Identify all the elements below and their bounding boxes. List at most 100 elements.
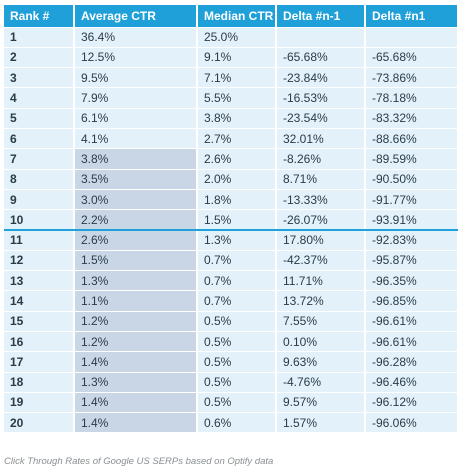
cell-rank: 16 <box>4 331 75 353</box>
cell-rank: 12 <box>4 250 75 272</box>
header-delta-prev: Delta #n-1 <box>276 5 366 28</box>
cell-delta-first: -96.61% <box>365 331 459 353</box>
cell-delta-prev: -26.07% <box>276 209 366 231</box>
cell-median-ctr: 0.6% <box>197 412 277 434</box>
table-row: 14 1.1% 0.7% 13.72% -96.85% <box>4 290 459 312</box>
cell-delta-prev: -8.26% <box>276 148 366 170</box>
table-row: 8 3.5% 2.0% 8.71% -90.50% <box>4 169 459 190</box>
cell-median-ctr: 0.5% <box>197 351 277 373</box>
table-row: 15 1.2% 0.5% 7.55% -96.61% <box>4 311 459 332</box>
cell-median-ctr: 0.5% <box>197 331 277 353</box>
cell-delta-first: -83.32% <box>365 108 459 129</box>
cell-average-ctr: 6.1% <box>74 108 198 129</box>
cell-median-ctr: 7.1% <box>197 67 277 89</box>
table-row: 16 1.2% 0.5% 0.10% -96.61% <box>4 331 459 353</box>
cell-rank: 13 <box>4 270 75 292</box>
table-row: 4 7.9% 5.5% -16.53% -78.18% <box>4 87 459 109</box>
header-median-ctr: Median CTR <box>197 5 277 28</box>
cell-rank: 15 <box>4 311 75 332</box>
table-row: 18 1.3% 0.5% -4.76% -96.46% <box>4 372 459 393</box>
table-row: 17 1.4% 0.5% 9.63% -96.28% <box>4 351 459 373</box>
cell-rank: 11 <box>4 229 75 251</box>
cell-rank: 17 <box>4 351 75 373</box>
table-row: 2 12.5% 9.1% -65.68% -65.68% <box>4 47 459 69</box>
cell-delta-prev: -4.76% <box>276 372 366 393</box>
cell-rank: 2 <box>4 47 75 69</box>
table-row: 5 6.1% 3.8% -23.54% -83.32% <box>4 108 459 129</box>
cell-delta-first: -96.06% <box>365 412 459 434</box>
cell-delta-first: -96.61% <box>365 311 459 332</box>
cell-rank: 18 <box>4 372 75 393</box>
cell-delta-first: -93.91% <box>365 209 459 231</box>
cell-delta-prev: 32.01% <box>276 128 366 150</box>
cell-rank: 8 <box>4 169 75 190</box>
cell-delta-first: -91.77% <box>365 189 459 211</box>
cell-delta-prev: -42.37% <box>276 250 366 272</box>
cell-delta-first: -65.68% <box>365 47 459 69</box>
table-row: 9 3.0% 1.8% -13.33% -91.77% <box>4 189 459 211</box>
cell-average-ctr: 2.2% <box>74 209 198 231</box>
header-row: Rank # Average CTR Median CTR Delta #n-1… <box>4 5 459 28</box>
cell-median-ctr: 9.1% <box>197 47 277 69</box>
cell-median-ctr: 0.7% <box>197 250 277 272</box>
cell-delta-first <box>365 27 459 48</box>
table-caption: Click Through Rates of Google US SERPs b… <box>4 456 274 467</box>
ctr-table: Rank # Average CTR Median CTR Delta #n-1… <box>4 5 459 434</box>
cell-average-ctr: 3.8% <box>74 148 198 170</box>
cell-delta-first: -96.28% <box>365 351 459 373</box>
cell-delta-first: -96.35% <box>365 270 459 292</box>
cell-median-ctr: 0.5% <box>197 392 277 414</box>
table-row: 20 1.4% 0.6% 1.57% -96.06% <box>4 412 459 434</box>
cell-delta-prev: -65.68% <box>276 47 366 69</box>
cell-average-ctr: 1.2% <box>74 311 198 332</box>
table-row: 3 9.5% 7.1% -23.84% -73.86% <box>4 67 459 89</box>
cell-delta-first: -73.86% <box>365 67 459 89</box>
cell-average-ctr: 1.2% <box>74 331 198 353</box>
cell-delta-first: -89.59% <box>365 148 459 170</box>
cell-median-ctr: 1.8% <box>197 189 277 211</box>
cell-rank: 20 <box>4 412 75 434</box>
cell-median-ctr: 0.5% <box>197 372 277 393</box>
cell-average-ctr: 1.4% <box>74 412 198 434</box>
cell-delta-prev: 0.10% <box>276 331 366 353</box>
cell-delta-first: -88.66% <box>365 128 459 150</box>
table-row: 10 2.2% 1.5% -26.07% -93.91% <box>4 209 459 231</box>
cell-average-ctr: 2.6% <box>74 229 198 251</box>
cell-average-ctr: 36.4% <box>74 27 198 48</box>
cell-rank: 7 <box>4 148 75 170</box>
cell-average-ctr: 7.9% <box>74 87 198 109</box>
table-row: 19 1.4% 0.5% 9.57% -96.12% <box>4 392 459 414</box>
cell-delta-first: -90.50% <box>365 169 459 190</box>
cell-rank: 4 <box>4 87 75 109</box>
cell-average-ctr: 4.1% <box>74 128 198 150</box>
cell-delta-first: -92.83% <box>365 229 459 251</box>
cell-delta-first: -95.87% <box>365 250 459 272</box>
cell-delta-first: -96.46% <box>365 372 459 393</box>
cell-median-ctr: 0.7% <box>197 290 277 312</box>
cell-median-ctr: 5.5% <box>197 87 277 109</box>
cell-rank: 14 <box>4 290 75 312</box>
cell-delta-prev: -13.33% <box>276 189 366 211</box>
cell-average-ctr: 1.4% <box>74 392 198 414</box>
cell-delta-prev: 17.80% <box>276 229 366 251</box>
cell-delta-prev: 9.63% <box>276 351 366 373</box>
cell-average-ctr: 1.3% <box>74 372 198 393</box>
cell-delta-first: -96.85% <box>365 290 459 312</box>
cell-delta-first: -96.12% <box>365 392 459 414</box>
cell-average-ctr: 1.1% <box>74 290 198 312</box>
cell-median-ctr: 2.7% <box>197 128 277 150</box>
table-row: 12 1.5% 0.7% -42.37% -95.87% <box>4 250 459 272</box>
cell-average-ctr: 3.5% <box>74 169 198 190</box>
cell-average-ctr: 1.4% <box>74 351 198 373</box>
cell-median-ctr: 2.6% <box>197 148 277 170</box>
cell-average-ctr: 12.5% <box>74 47 198 69</box>
table-row: 7 3.8% 2.6% -8.26% -89.59% <box>4 148 459 170</box>
cell-delta-prev: 8.71% <box>276 169 366 190</box>
cell-median-ctr: 3.8% <box>197 108 277 129</box>
cell-average-ctr: 9.5% <box>74 67 198 89</box>
cell-rank: 5 <box>4 108 75 129</box>
table-row: 13 1.3% 0.7% 11.71% -96.35% <box>4 270 459 292</box>
header-average-ctr: Average CTR <box>74 5 198 28</box>
cell-delta-prev: -23.54% <box>276 108 366 129</box>
cell-median-ctr: 1.5% <box>197 209 277 231</box>
